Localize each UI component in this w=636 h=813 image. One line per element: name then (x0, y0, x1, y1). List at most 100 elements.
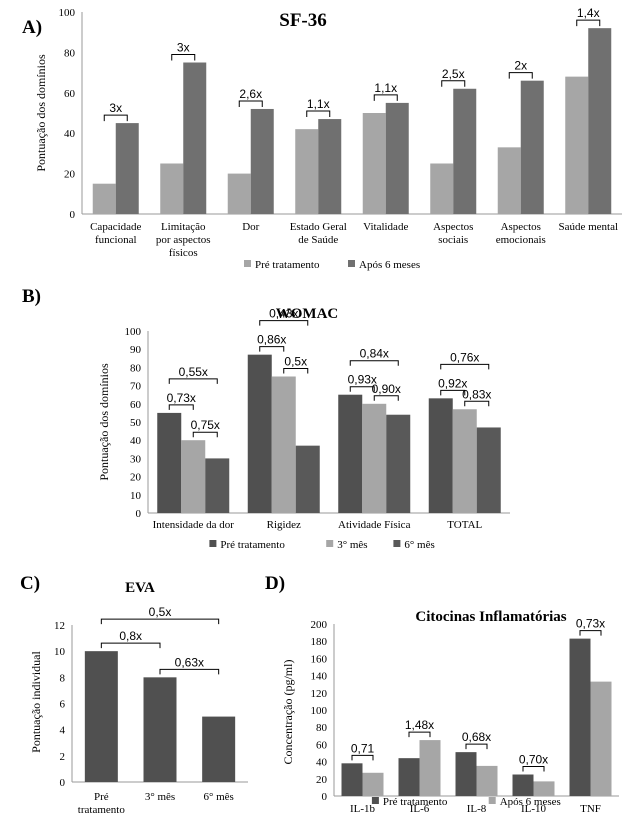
comparison-bracket (349, 386, 375, 392)
legend-swatch (244, 260, 251, 267)
bar (386, 414, 411, 513)
x-tick-label: Aspectos (501, 221, 541, 233)
y-tick-label: 180 (311, 636, 328, 648)
y-tick-label: 100 (311, 705, 328, 717)
y-tick-label: 60 (316, 739, 328, 751)
y-tick-label: 0 (70, 209, 76, 221)
y-tick-label: 200 (311, 619, 328, 631)
y-tick-label: 8 (60, 672, 66, 684)
x-tick-label: emocionais (496, 234, 546, 246)
bar (569, 638, 591, 796)
bar (588, 28, 612, 214)
legend-swatch (488, 797, 496, 804)
bar (318, 119, 342, 214)
comparison-bracket (283, 368, 309, 374)
legend-swatch (393, 540, 401, 547)
x-tick-label: tratamento (78, 804, 126, 813)
legend-swatch (209, 540, 217, 547)
womac-chart: B) WOMAC Pontuação dos domínios 0 10 20 30 40 50… (22, 286, 510, 551)
bar (362, 403, 387, 513)
chart-title: EVA (125, 580, 155, 596)
panel-label: C) (20, 573, 40, 594)
fold-change-label: 0,73x (167, 391, 196, 405)
bar (205, 458, 230, 513)
y-tick-label: 60 (64, 88, 76, 100)
comparison-bracket (465, 743, 488, 750)
bar (84, 651, 118, 782)
x-tick-label: Limitação (161, 221, 206, 233)
x-tick-label: físicos (169, 247, 198, 259)
x-tick-label: Intensidade da dor (153, 519, 235, 531)
bar (398, 758, 420, 796)
bar (452, 409, 477, 513)
fold-change-label: 1,4x (577, 6, 600, 20)
bar (455, 752, 477, 796)
bar (476, 765, 498, 796)
legend-label: Após 6 meses (500, 796, 561, 808)
bar (338, 394, 363, 513)
panel-label: D) (265, 573, 285, 594)
bar (250, 108, 274, 214)
fold-change-label: 0,70x (519, 753, 548, 767)
comparison-bracket (168, 404, 194, 410)
fold-change-label: 0,86x (257, 333, 286, 347)
x-tick-label: Capacidade (90, 221, 141, 233)
fold-change-label: 0,5x (284, 355, 307, 369)
y-axis-label: Pontuação individual (29, 651, 43, 753)
comparison-bracket (168, 378, 218, 384)
x-tick-label: IL-10 (521, 803, 547, 813)
bar (476, 427, 501, 513)
x-tick-label: sociais (438, 234, 468, 246)
fold-change-label: 1,1x (307, 97, 330, 111)
bar (512, 774, 534, 796)
y-tick-label: 90 (130, 344, 142, 356)
bar (419, 740, 441, 796)
y-tick-label: 60 (130, 399, 142, 411)
bar (183, 62, 207, 214)
fold-change-label: 0,71 (351, 741, 375, 755)
comparison-bracket (373, 94, 398, 101)
y-tick-label: 80 (130, 362, 142, 374)
fold-change-label: 0,93x (348, 373, 377, 387)
y-axis-label: Concentração (pg/ml) (281, 660, 295, 765)
y-tick-label: 0 (136, 508, 142, 520)
x-tick-label: funcional (95, 234, 137, 246)
x-tick-label: IL-1b (350, 803, 376, 813)
comparison-bracket (464, 400, 490, 407)
comparison-bracket (171, 54, 196, 61)
x-tick-label: Saúde mental (558, 221, 618, 233)
y-tick-label: 6 (60, 699, 66, 711)
x-tick-label: 3° mês (145, 791, 175, 803)
comparison-bracket (103, 114, 128, 122)
bar (533, 781, 555, 796)
sf36-chart: A) SF-36 Pontuação dos domínios 0 20 40 60 80 10… (22, 6, 622, 271)
x-tick-label: IL-8 (467, 803, 487, 813)
bar (271, 376, 296, 513)
fold-change-label: 2x (514, 59, 527, 73)
fold-change-label: 0,5x (149, 605, 172, 619)
fold-change-label: 0,55x (179, 365, 208, 379)
fold-change-label: 3x (109, 101, 122, 115)
comparison-bracket (306, 110, 331, 118)
comparison-bracket (579, 630, 602, 636)
comparison-bracket (351, 754, 374, 761)
bar (247, 354, 272, 513)
comparison-bracket (159, 668, 220, 675)
fold-change-label: 0,76x (450, 350, 479, 364)
comparison-bracket (522, 766, 545, 772)
bar (520, 80, 544, 215)
y-tick-label: 20 (64, 169, 76, 181)
comparison-bracket (576, 19, 601, 27)
x-tick-label: Pré (94, 791, 109, 803)
bar (362, 113, 386, 214)
x-tick-label: Atividade Física (338, 519, 411, 531)
y-tick-label: 12 (54, 620, 65, 632)
fold-change-label: 3x (177, 41, 190, 55)
x-tick-label: Aspectos (433, 221, 473, 233)
y-tick-label: 80 (64, 47, 76, 59)
legend-label: Pré tratamento (220, 539, 285, 551)
y-tick-label: 10 (54, 646, 66, 658)
fold-change-label: 0,83x (462, 387, 491, 401)
y-tick-label: 100 (59, 7, 76, 19)
